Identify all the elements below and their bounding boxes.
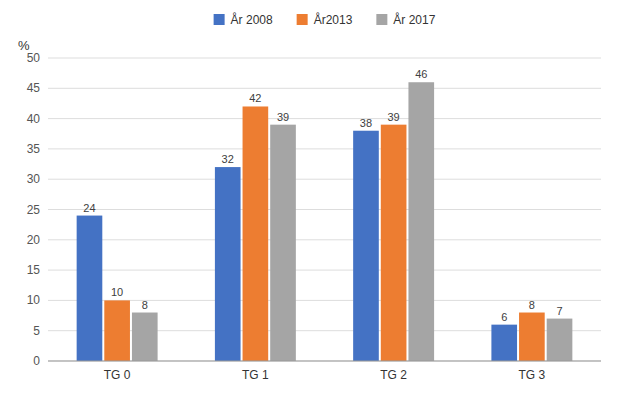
y-tick-label: 50	[27, 51, 41, 65]
bar	[215, 167, 241, 361]
x-tick-label: TG 2	[380, 368, 407, 382]
x-axis: TG 0 TG 1 TG 2 TG 3	[48, 361, 601, 382]
bar	[104, 300, 130, 361]
y-axis: 0 5 10 15 20 25 30 35 40 45 50	[27, 51, 601, 368]
grid-line	[48, 270, 601, 271]
data-labels: 24 32 38 6 10 42 39 8 8 39 46 7	[83, 68, 562, 322]
grid-line	[48, 300, 601, 301]
y-tick-label: 15	[27, 263, 41, 277]
bar	[243, 106, 269, 361]
data-label: 24	[83, 202, 95, 214]
data-label: 6	[501, 311, 507, 323]
y-tick-label: 5	[33, 324, 40, 338]
data-label: 32	[222, 153, 234, 165]
bar	[381, 125, 407, 361]
data-label: 39	[388, 111, 400, 123]
data-label: 8	[529, 299, 535, 311]
y-tick-label: 30	[27, 172, 41, 186]
grid-line	[48, 209, 601, 210]
legend-swatch	[376, 14, 387, 25]
x-axis-line	[48, 361, 601, 362]
data-label: 10	[111, 286, 123, 298]
grid-line	[48, 179, 601, 180]
legend-label: År 2017	[393, 12, 435, 27]
x-tick-label: TG 3	[519, 368, 546, 382]
data-label: 8	[142, 299, 148, 311]
grid-line	[48, 361, 601, 362]
bar	[353, 131, 379, 361]
y-tick-label: 35	[27, 142, 41, 156]
y-tick-label: 45	[27, 81, 41, 95]
bar	[519, 313, 545, 361]
grid-line	[48, 330, 601, 331]
bar	[408, 82, 434, 361]
bar	[547, 319, 573, 361]
grid-line	[48, 58, 601, 59]
grid-line	[48, 148, 601, 149]
y-axis-label: %	[18, 38, 30, 53]
y-tick-label: 40	[27, 112, 41, 126]
legend-label: År2013	[314, 12, 353, 27]
grid-line	[48, 88, 601, 89]
bar	[77, 216, 103, 361]
legend-label: År 2008	[231, 12, 273, 27]
bar	[132, 313, 158, 361]
data-label: 39	[277, 111, 289, 123]
data-label: 38	[360, 117, 372, 129]
bar	[491, 325, 517, 361]
bars	[77, 82, 573, 361]
data-label: 7	[556, 305, 562, 317]
grid-line	[48, 239, 601, 240]
legend: År 2008 År2013 År 2017	[214, 12, 436, 27]
y-tick-label: 0	[33, 354, 40, 368]
y-tick-label: 20	[27, 233, 41, 247]
bar	[270, 125, 296, 361]
grid-line	[48, 118, 601, 119]
x-tick-label: TG 1	[242, 368, 269, 382]
data-label: 42	[249, 92, 261, 104]
y-tick-label: 25	[27, 203, 41, 217]
y-tick-label: 10	[27, 293, 41, 307]
x-tick-label: TG 0	[104, 368, 131, 382]
legend-swatch	[214, 14, 225, 25]
legend-swatch	[297, 14, 308, 25]
data-label: 46	[415, 68, 427, 80]
chart-container: 0 5 10 15 20 25 30 35 40 45 50% 24 32 38 6 10 42 39 8 8 39 46…	[0, 0, 617, 393]
chart: 0 5 10 15 20 25 30 35 40 45 50% 24 32 38 6 10 42 39 8 8 39 46…	[0, 0, 617, 393]
